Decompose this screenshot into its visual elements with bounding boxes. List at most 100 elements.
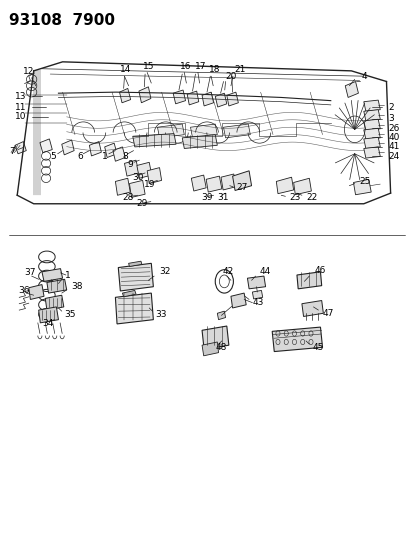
Polygon shape xyxy=(230,293,246,308)
Text: 21: 21 xyxy=(234,66,245,74)
Text: 41: 41 xyxy=(388,142,399,151)
Polygon shape xyxy=(206,176,221,192)
Polygon shape xyxy=(202,92,213,106)
Text: 14: 14 xyxy=(120,66,131,74)
Polygon shape xyxy=(40,139,52,153)
Polygon shape xyxy=(353,179,370,195)
Text: 33: 33 xyxy=(155,310,166,319)
Polygon shape xyxy=(363,110,380,121)
Polygon shape xyxy=(301,301,323,317)
Text: 39: 39 xyxy=(200,193,212,202)
Text: 43: 43 xyxy=(252,298,263,307)
Text: 48: 48 xyxy=(215,343,226,352)
Text: 6: 6 xyxy=(77,152,83,161)
Text: 25: 25 xyxy=(359,177,370,186)
Polygon shape xyxy=(122,290,136,297)
Text: 24: 24 xyxy=(388,152,399,161)
Text: 47: 47 xyxy=(322,309,333,318)
Text: 31: 31 xyxy=(217,193,228,202)
Polygon shape xyxy=(190,124,217,138)
Polygon shape xyxy=(296,272,321,289)
Text: 7: 7 xyxy=(9,147,14,156)
Polygon shape xyxy=(113,147,125,161)
Text: 11: 11 xyxy=(15,102,26,111)
Polygon shape xyxy=(217,311,225,320)
Polygon shape xyxy=(147,167,161,183)
Polygon shape xyxy=(104,143,117,158)
Text: 36: 36 xyxy=(18,286,29,295)
Polygon shape xyxy=(271,327,322,352)
Polygon shape xyxy=(124,160,139,176)
Text: 10: 10 xyxy=(15,112,26,121)
Text: 46: 46 xyxy=(313,266,325,275)
Polygon shape xyxy=(191,175,206,191)
Text: 2: 2 xyxy=(388,102,393,111)
Text: 45: 45 xyxy=(311,343,323,352)
Polygon shape xyxy=(363,147,380,158)
Polygon shape xyxy=(119,88,131,103)
Text: 44: 44 xyxy=(259,268,271,276)
Text: 19: 19 xyxy=(144,180,155,189)
Text: 13: 13 xyxy=(15,92,26,101)
Polygon shape xyxy=(89,142,101,156)
Polygon shape xyxy=(62,140,74,155)
Polygon shape xyxy=(252,290,262,299)
Polygon shape xyxy=(173,90,185,104)
Text: 22: 22 xyxy=(305,193,316,202)
Text: 34: 34 xyxy=(42,319,53,328)
Text: 28: 28 xyxy=(122,193,133,202)
Polygon shape xyxy=(128,261,142,266)
Polygon shape xyxy=(115,178,130,195)
Text: 38: 38 xyxy=(71,282,82,291)
Text: 37: 37 xyxy=(24,269,36,277)
Polygon shape xyxy=(45,295,64,310)
Text: 42: 42 xyxy=(222,268,233,276)
Text: 18: 18 xyxy=(209,66,220,74)
Polygon shape xyxy=(115,293,153,324)
Polygon shape xyxy=(275,177,293,193)
Text: 93108  7900: 93108 7900 xyxy=(9,13,115,28)
Text: 1: 1 xyxy=(102,152,107,161)
Text: 32: 32 xyxy=(159,268,171,276)
Polygon shape xyxy=(202,342,218,356)
Text: 17: 17 xyxy=(194,62,206,70)
Polygon shape xyxy=(15,142,26,154)
Polygon shape xyxy=(226,92,238,106)
Polygon shape xyxy=(363,128,380,140)
Text: 16: 16 xyxy=(180,62,191,70)
Polygon shape xyxy=(221,174,235,190)
Text: 9: 9 xyxy=(128,160,133,169)
Text: 30: 30 xyxy=(132,173,143,182)
Polygon shape xyxy=(47,279,66,293)
Polygon shape xyxy=(157,124,184,138)
Text: 26: 26 xyxy=(388,124,399,133)
Polygon shape xyxy=(363,138,380,149)
Polygon shape xyxy=(182,135,217,149)
Polygon shape xyxy=(363,119,380,131)
Polygon shape xyxy=(28,285,44,300)
Polygon shape xyxy=(118,263,153,291)
Text: 20: 20 xyxy=(225,71,236,80)
Text: 15: 15 xyxy=(143,62,154,70)
Polygon shape xyxy=(363,100,380,111)
Polygon shape xyxy=(42,269,62,281)
Polygon shape xyxy=(187,91,198,105)
Polygon shape xyxy=(133,134,176,147)
Text: 1: 1 xyxy=(64,271,70,279)
Polygon shape xyxy=(202,326,228,350)
Text: 23: 23 xyxy=(289,193,300,202)
Text: 40: 40 xyxy=(388,133,399,142)
Polygon shape xyxy=(344,82,358,98)
Text: 27: 27 xyxy=(236,183,247,192)
Polygon shape xyxy=(232,171,251,190)
Polygon shape xyxy=(223,124,250,138)
Polygon shape xyxy=(139,87,150,103)
Polygon shape xyxy=(38,307,58,323)
Polygon shape xyxy=(215,93,226,107)
Text: 12: 12 xyxy=(23,67,35,76)
Text: 29: 29 xyxy=(137,199,148,208)
Text: 8: 8 xyxy=(122,152,128,161)
Text: 4: 4 xyxy=(361,71,366,80)
Text: 35: 35 xyxy=(64,310,76,319)
Polygon shape xyxy=(129,180,145,197)
